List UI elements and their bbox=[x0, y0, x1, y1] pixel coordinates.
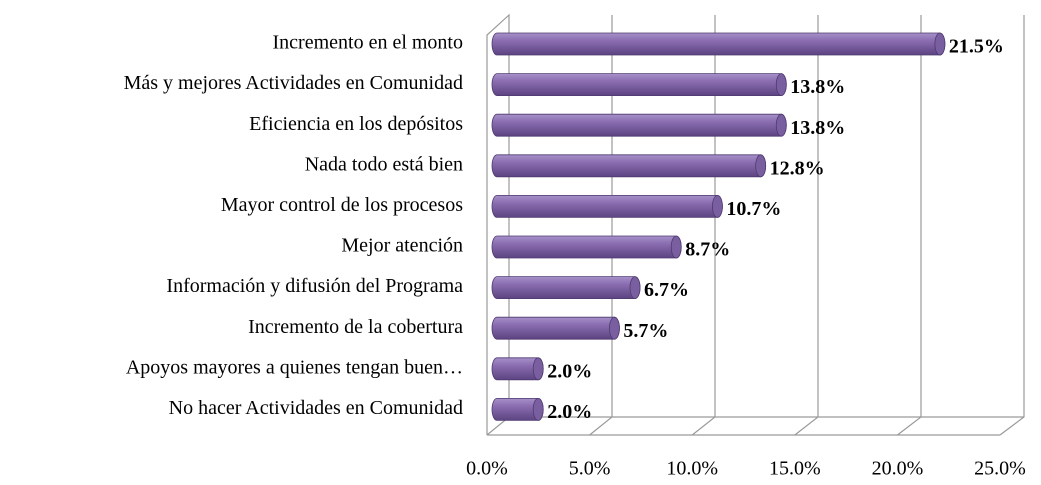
y-tick-label: Apoyos mayores a quienes tengan buen… bbox=[126, 356, 463, 378]
x-tick-label: 25.0% bbox=[974, 458, 1026, 480]
bar bbox=[491, 154, 767, 178]
bar bbox=[491, 276, 641, 299]
bar-cap bbox=[670, 235, 682, 259]
grid-line bbox=[691, 15, 716, 436]
y-tick-label: Eficiencia en los depósitos bbox=[249, 113, 463, 135]
bar-cap bbox=[532, 397, 544, 421]
bar bbox=[491, 73, 787, 96]
value-label: 2.0% bbox=[547, 401, 592, 423]
grid-line bbox=[999, 15, 1025, 436]
chart-walls bbox=[486, 13, 1024, 436]
bar bbox=[491, 195, 723, 218]
y-tick-label: Información y difusión del Programa bbox=[166, 275, 463, 297]
bar bbox=[491, 113, 787, 137]
x-tick-label: 5.0% bbox=[569, 458, 611, 480]
y-tick-label: Mayor control de los procesos bbox=[221, 194, 463, 216]
bar-cap bbox=[755, 154, 767, 178]
bar bbox=[491, 316, 620, 340]
value-label: 13.8% bbox=[790, 117, 845, 139]
value-label: 6.7% bbox=[644, 279, 689, 301]
x-tick-label: 15.0% bbox=[769, 458, 821, 480]
bar-cap bbox=[629, 276, 641, 300]
value-label: 13.8% bbox=[790, 76, 845, 98]
bar-cap bbox=[712, 194, 723, 218]
y-tick-label: Mejor atención bbox=[341, 235, 463, 257]
y-tick-label: Nada todo está bien bbox=[305, 153, 463, 175]
bar-cap bbox=[532, 357, 544, 381]
y-tick-label: Incremento en el monto bbox=[273, 32, 464, 54]
y-tick-label: No hacer Actividades en Comunidad bbox=[169, 397, 463, 419]
y-tick-label: Más y mejores Actividades en Comunidad bbox=[124, 72, 463, 94]
y-tick-label: Incremento de la cobertura bbox=[248, 316, 463, 338]
bar-cap bbox=[775, 73, 787, 96]
x-tick-label: 0.0% bbox=[466, 458, 508, 480]
bar bbox=[491, 32, 946, 56]
bar-cap bbox=[609, 316, 620, 340]
value-label: 2.0% bbox=[547, 360, 592, 382]
value-label: 21.5% bbox=[949, 36, 1004, 58]
value-label: 12.8% bbox=[770, 157, 825, 179]
value-label: 10.7% bbox=[726, 198, 781, 220]
x-tick-label: 20.0% bbox=[872, 458, 924, 480]
grid-line bbox=[589, 15, 613, 436]
value-label: 5.7% bbox=[623, 320, 668, 342]
bar bbox=[491, 235, 682, 259]
bar-cap bbox=[934, 32, 946, 56]
grid-line bbox=[897, 15, 922, 436]
grid-line bbox=[794, 15, 819, 436]
bar-cap bbox=[775, 113, 787, 137]
value-label: 8.7% bbox=[685, 239, 730, 261]
x-tick-label: 10.0% bbox=[666, 458, 718, 480]
